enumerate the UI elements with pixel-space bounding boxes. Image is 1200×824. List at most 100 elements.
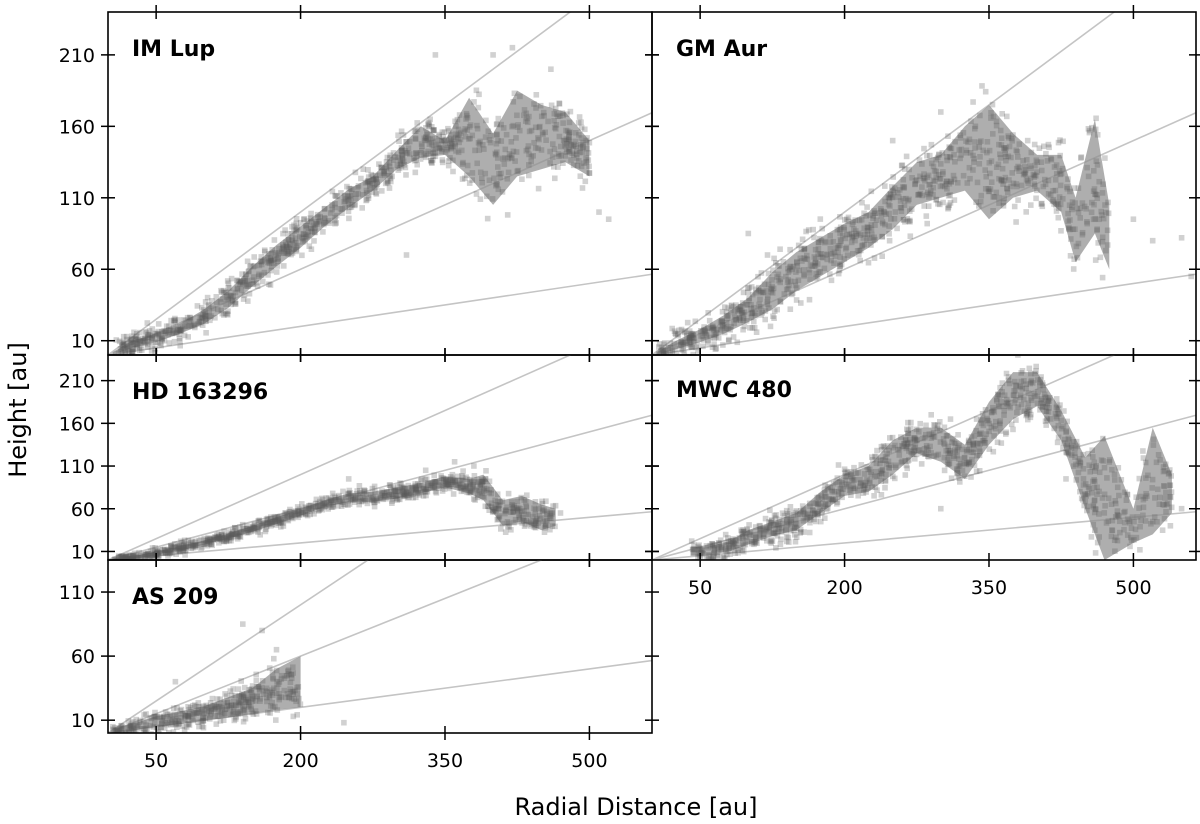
scatter-point xyxy=(386,160,393,166)
scatter-point xyxy=(305,505,312,512)
scatter-point xyxy=(879,466,886,473)
scatter-point xyxy=(963,150,970,156)
scatter-point xyxy=(239,282,246,288)
scatter-point xyxy=(1089,124,1095,131)
scatter-point xyxy=(903,443,910,450)
scatter-point xyxy=(932,422,938,429)
scatter-point xyxy=(463,483,470,490)
scatter-point xyxy=(873,217,880,223)
scatter-point xyxy=(237,534,244,540)
scatter-point xyxy=(118,553,125,559)
scatter-point xyxy=(753,290,759,296)
scatter-point xyxy=(243,697,250,703)
scatter-point xyxy=(1084,220,1090,227)
scatter-point xyxy=(428,158,434,164)
scatter-point xyxy=(815,245,822,252)
scatter-point xyxy=(171,330,177,336)
scatter-point xyxy=(663,349,669,355)
scatter-point xyxy=(249,709,256,716)
scatter-point xyxy=(675,332,681,339)
scatter-point xyxy=(813,500,819,506)
scatter-point xyxy=(176,718,182,725)
scatter-point xyxy=(1032,162,1038,169)
scatter-point xyxy=(383,164,390,171)
scatter-point xyxy=(354,488,360,494)
scatter-point xyxy=(805,510,811,517)
plot-area xyxy=(108,355,652,560)
scatter-point xyxy=(219,532,225,538)
scatter-point xyxy=(1001,145,1007,152)
scatter-point xyxy=(722,531,729,538)
scatter-point xyxy=(924,174,930,181)
scatter-point xyxy=(463,110,470,117)
scatter-point xyxy=(849,234,856,241)
scatter-point xyxy=(185,323,192,330)
scatter-point xyxy=(186,318,193,325)
scatter-point xyxy=(792,282,799,289)
scatter-point xyxy=(793,521,800,528)
scatter-point xyxy=(879,471,885,477)
scatter-point xyxy=(253,279,260,286)
scatter-point xyxy=(843,246,849,252)
scatter-point xyxy=(177,542,183,548)
scatter-point xyxy=(539,508,546,514)
scatter-point xyxy=(311,511,317,517)
scatter-point xyxy=(1115,465,1122,471)
scatter-point xyxy=(908,206,915,212)
scatter-point xyxy=(487,139,494,146)
scatter-point xyxy=(310,503,317,510)
scatter-point xyxy=(861,482,868,488)
scatter-point xyxy=(401,492,407,498)
scatter-point xyxy=(907,217,913,224)
scatter-point xyxy=(212,705,218,712)
scatter-point xyxy=(155,553,161,559)
scatter-point xyxy=(1031,391,1037,397)
scatter-point xyxy=(120,339,127,346)
scatter-point xyxy=(894,225,900,232)
scatter-point xyxy=(724,312,730,319)
scatter-point xyxy=(313,221,319,227)
scatter-point xyxy=(900,184,906,190)
scatter-point xyxy=(1106,459,1112,465)
scatter-point xyxy=(279,517,286,523)
scatter-point xyxy=(864,464,870,470)
scatter-point xyxy=(308,502,314,509)
scatter-point xyxy=(907,425,914,432)
scatter-point xyxy=(287,512,293,518)
scatter-point xyxy=(404,495,411,501)
scatter-point xyxy=(190,717,196,724)
scatter-point xyxy=(774,274,780,280)
scatter-point xyxy=(807,519,813,526)
scatter-point xyxy=(379,188,385,194)
scatter-point xyxy=(429,142,435,148)
scatter-point xyxy=(914,177,920,183)
scatter-point xyxy=(757,527,763,533)
scatter-point xyxy=(976,161,983,167)
scatter-point xyxy=(727,538,734,544)
scatter-point xyxy=(147,554,153,560)
scatter-point xyxy=(688,339,694,345)
scatter-point xyxy=(885,194,892,200)
scatter-point xyxy=(117,726,123,732)
scatter-point xyxy=(1054,401,1060,408)
scatter-point xyxy=(494,181,500,188)
scatter-point xyxy=(208,541,214,547)
scatter-point xyxy=(403,489,409,495)
scatter-point xyxy=(181,540,187,546)
scatter-point xyxy=(882,454,889,460)
scatter-point xyxy=(181,545,187,552)
scatter-point xyxy=(170,327,177,334)
y-tick-label: 210 xyxy=(59,371,95,393)
scatter-point xyxy=(1131,518,1137,525)
scatter-point xyxy=(822,239,828,246)
scatter-point xyxy=(967,150,974,156)
scatter-point xyxy=(446,477,453,484)
scatter-point xyxy=(745,230,752,237)
scatter-point xyxy=(933,452,940,459)
scatter-point xyxy=(543,498,549,504)
scatter-point xyxy=(215,534,222,540)
scatter-point xyxy=(321,500,327,507)
scatter-point xyxy=(134,344,141,350)
scatter-point xyxy=(856,230,862,237)
scatter-point xyxy=(204,540,210,546)
